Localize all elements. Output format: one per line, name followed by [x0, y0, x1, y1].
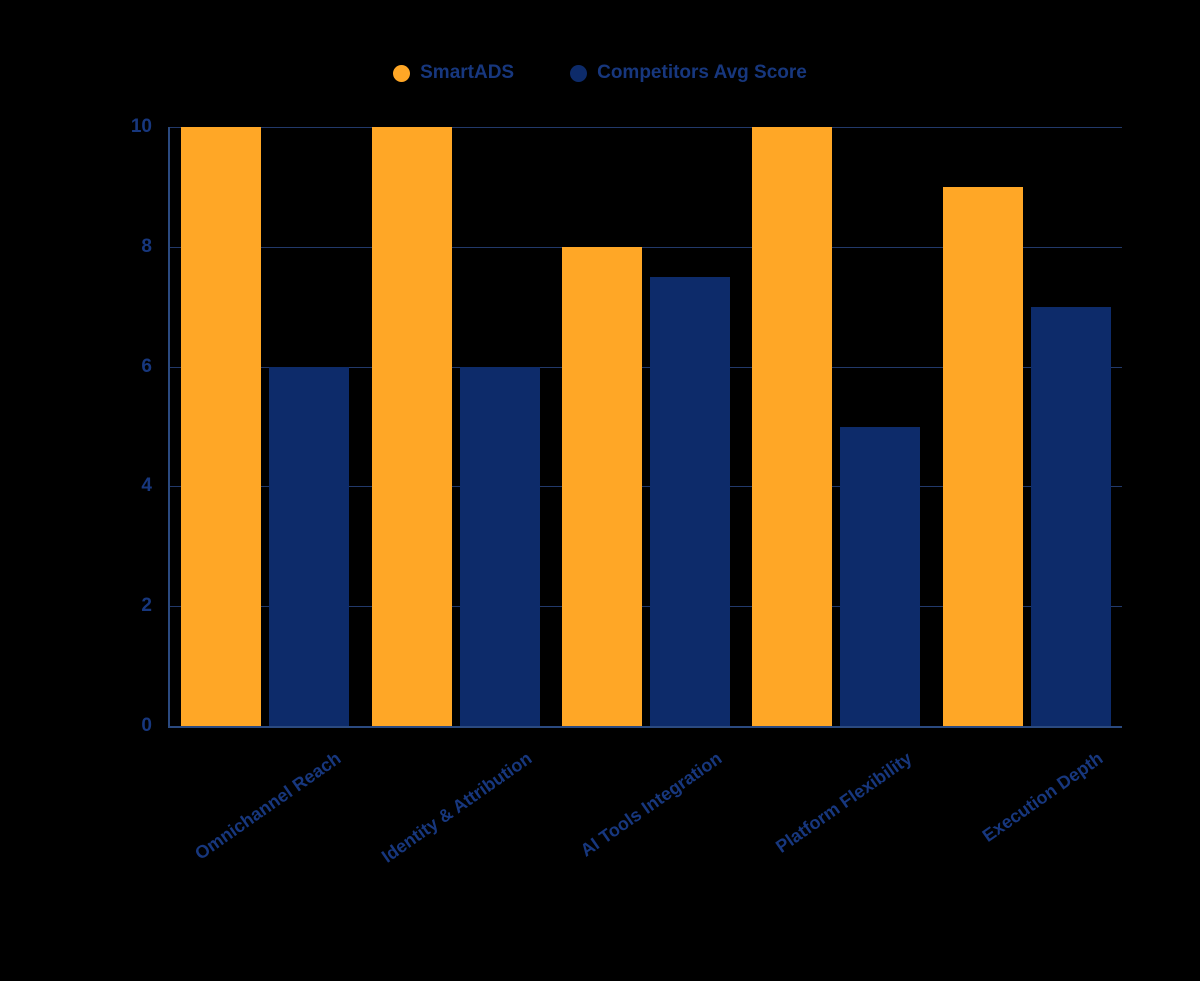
- bar-competitors-avg-score-omnichannel-reach: [269, 366, 350, 726]
- gridline: [170, 246, 1122, 248]
- x-axis: Omnichannel Reach Identity & Attribution A…: [168, 728, 1120, 978]
- bars-row: [170, 127, 1122, 726]
- y-axis: 0 2 4 6 8 10: [0, 116, 152, 736]
- bar-competitors-avg-score-ai-tools-integration: [650, 276, 731, 726]
- legend-label-competitors: Competitors Avg Score: [597, 62, 807, 83]
- legend-item-competitors[interactable]: Competitors Avg Score: [570, 62, 807, 84]
- y-tick-label: 8: [141, 235, 152, 257]
- gridline: [170, 366, 1122, 368]
- legend-dot-smartads-icon: [393, 64, 411, 82]
- bar-smartads-omnichannel-reach: [181, 127, 262, 726]
- y-tick-label: 0: [141, 715, 152, 736]
- bar-group-ai-tools-integration: [551, 127, 741, 726]
- bar-smartads-ai-tools-integration: [562, 246, 643, 726]
- legend-dot-competitors-icon: [570, 64, 588, 82]
- y-tick-label: 2: [141, 595, 152, 617]
- bar-smartads-platform-flexibility: [752, 127, 833, 726]
- gridline: [170, 486, 1122, 488]
- bar-smartads-identity-attribution: [371, 127, 452, 726]
- bar-group-omnichannel-reach: [170, 127, 360, 726]
- plot-area: [168, 127, 1122, 728]
- bar-group-identity-attribution: [360, 127, 550, 726]
- bar-smartads-execution-depth: [942, 186, 1023, 726]
- bar-competitors-avg-score-platform-flexibility: [840, 426, 921, 726]
- y-tick-label: 10: [130, 116, 152, 137]
- gridline: [170, 127, 1122, 128]
- bar-competitors-avg-score-execution-depth: [1030, 306, 1111, 726]
- bar-group-execution-depth: [932, 127, 1122, 726]
- bar-competitors-avg-score-identity-attribution: [459, 366, 540, 726]
- gridline: [170, 606, 1122, 608]
- legend-item-smartads[interactable]: SmartADS: [393, 62, 514, 84]
- y-tick-label: 4: [141, 475, 152, 497]
- y-tick-label: 6: [141, 355, 152, 377]
- bar-group-platform-flexibility: [741, 127, 931, 726]
- gridlines: [170, 127, 1122, 726]
- legend: SmartADS Competitors Avg Score: [0, 62, 1200, 84]
- legend-label-smartads: SmartADS: [420, 62, 515, 83]
